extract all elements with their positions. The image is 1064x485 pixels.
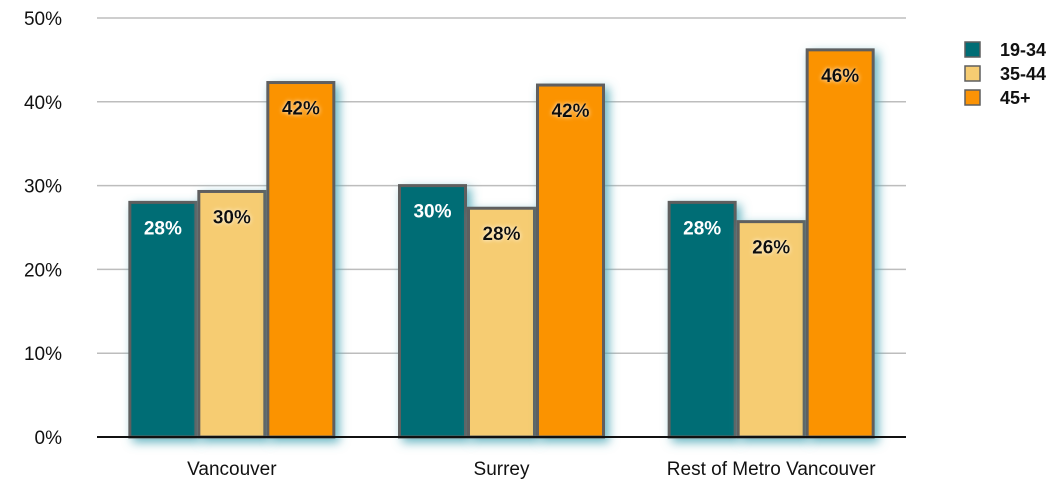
data-label: 42% xyxy=(282,99,320,120)
data-label: 28% xyxy=(482,224,520,245)
legend-swatch xyxy=(964,65,981,82)
bar-19-34 xyxy=(128,200,198,439)
bar-35-44 xyxy=(736,220,806,439)
data-label: 26% xyxy=(752,238,790,259)
data-label: 28% xyxy=(683,218,721,239)
x-category-label: Vancouver xyxy=(187,459,277,480)
legend-label: 35-44 xyxy=(1000,64,1046,84)
bar-35-44 xyxy=(467,206,536,439)
bar-19-34 xyxy=(667,200,737,439)
bar-45- xyxy=(536,83,605,439)
data-label: 30% xyxy=(213,207,251,228)
legend-swatch xyxy=(964,41,981,58)
legend-label: 19-34 xyxy=(1000,40,1046,60)
legend-swatch xyxy=(964,89,981,106)
data-label: 42% xyxy=(551,101,589,122)
legend-label: 45+ xyxy=(1000,88,1031,108)
bar-19-34 xyxy=(398,184,467,439)
y-tick-label: 40% xyxy=(24,93,62,114)
y-tick-label: 0% xyxy=(35,428,63,449)
y-tick-label: 10% xyxy=(24,344,62,365)
x-category-label: Rest of Metro Vancouver xyxy=(667,459,876,480)
bar-45- xyxy=(805,48,875,439)
data-label: 46% xyxy=(821,66,859,87)
y-tick-label: 30% xyxy=(24,177,62,198)
data-labels: 28% 30% 42% 30% 28% 42% 28% 26% 46% xyxy=(144,66,859,259)
bar-45- xyxy=(266,81,336,439)
data-label: 30% xyxy=(413,202,451,223)
legend: 19-34 35-44 45+ xyxy=(964,40,1046,108)
y-axis-tick-labels: 0% 10% 20% 30% 40% 50% xyxy=(24,9,62,449)
bars xyxy=(128,48,875,439)
x-category-label: Surrey xyxy=(474,459,530,480)
x-axis-category-labels: Vancouver Surrey Rest of Metro Vancouver xyxy=(187,459,876,480)
data-label: 28% xyxy=(144,218,182,239)
y-tick-label: 50% xyxy=(24,9,62,30)
y-tick-label: 20% xyxy=(24,260,62,281)
